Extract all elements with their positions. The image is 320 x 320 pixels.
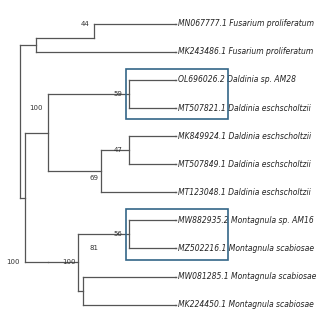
Text: 47: 47 <box>113 147 122 153</box>
Text: MT507849.1 Daldinia eschscholtzii: MT507849.1 Daldinia eschscholtzii <box>178 160 311 169</box>
Text: MW882935.2 Montagnula sp. AM16: MW882935.2 Montagnula sp. AM16 <box>178 216 314 225</box>
Text: MK243486.1 Fusarium proliferatum: MK243486.1 Fusarium proliferatum <box>178 47 313 56</box>
Text: 100: 100 <box>30 105 43 111</box>
Text: MK849924.1 Daldinia eschscholtzii: MK849924.1 Daldinia eschscholtzii <box>178 132 311 140</box>
Text: MK224450.1 Montagnula scabiosae: MK224450.1 Montagnula scabiosae <box>178 300 314 309</box>
Text: 100: 100 <box>6 260 20 266</box>
Text: MT507821.1 Daldinia eschscholtzii: MT507821.1 Daldinia eschscholtzii <box>178 104 311 113</box>
Text: 59: 59 <box>113 91 122 97</box>
Text: 100: 100 <box>62 260 76 266</box>
Text: 81: 81 <box>90 245 99 252</box>
Text: 56: 56 <box>113 231 122 237</box>
Text: MZ502216.1 Montagnula scabiosae: MZ502216.1 Montagnula scabiosae <box>178 244 314 253</box>
Text: MW081285.1 Montagnula scabiosae: MW081285.1 Montagnula scabiosae <box>178 272 316 281</box>
Text: MT123048.1 Daldinia eschscholtzii: MT123048.1 Daldinia eschscholtzii <box>178 188 311 197</box>
Text: 44: 44 <box>81 21 90 27</box>
Text: MN067777.1 Fusarium proliferatum: MN067777.1 Fusarium proliferatum <box>178 19 314 28</box>
Text: OL696026.2 Daldinia sp. AM28: OL696026.2 Daldinia sp. AM28 <box>178 76 296 84</box>
Text: 69: 69 <box>90 175 99 181</box>
